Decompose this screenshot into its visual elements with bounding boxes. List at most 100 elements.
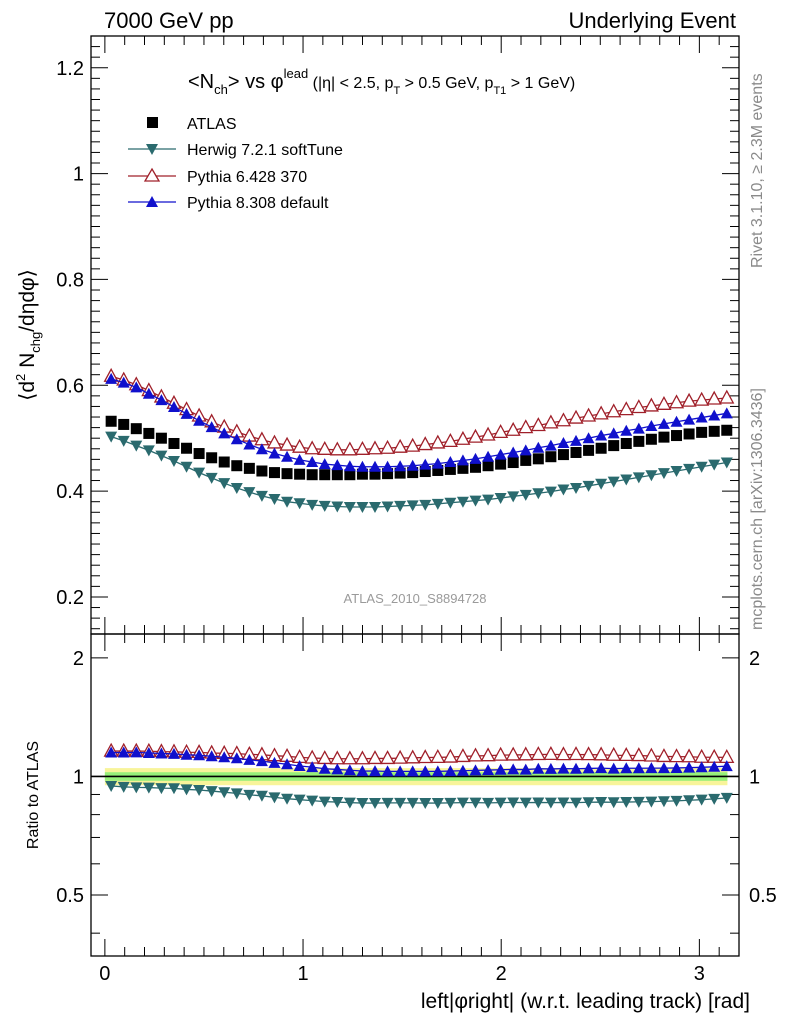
ratio-point-pythia8 <box>230 752 243 764</box>
ratio-point-pythia6 <box>668 748 685 763</box>
point-pythia8 <box>356 460 369 472</box>
point-atlas <box>407 467 419 479</box>
point-herwig <box>683 463 696 475</box>
ratio-point-pythia8 <box>657 762 670 774</box>
point-pythia8 <box>645 420 658 432</box>
point-atlas <box>671 430 683 442</box>
ratio-y-tick-label-right: 2 <box>749 648 760 670</box>
ratio-point-herwig <box>281 793 294 805</box>
ratio-point-pythia8 <box>293 760 306 772</box>
ratio-point-pythia8 <box>306 761 319 773</box>
point-pythia6 <box>292 438 308 453</box>
ratio-point-herwig <box>494 797 507 809</box>
ratio-point-pythia8 <box>444 765 457 777</box>
x-axis-label: left|φright| (w.r.t. leading track) [rad… <box>421 990 750 1013</box>
point-atlas <box>394 467 406 479</box>
ratio-point-pythia8 <box>645 762 658 774</box>
point-herwig <box>695 461 708 473</box>
ratio-point-herwig <box>708 793 721 805</box>
point-pythia8 <box>708 409 721 421</box>
ratio-point-herwig <box>394 797 407 809</box>
point-pythia6 <box>505 421 521 436</box>
point-atlas <box>432 464 444 476</box>
point-pythia6 <box>367 440 383 455</box>
point-pythia8 <box>343 460 356 472</box>
ratio-point-herwig <box>205 786 218 798</box>
point-atlas <box>181 442 193 454</box>
point-pythia8 <box>142 387 155 399</box>
point-pythia8 <box>255 443 268 455</box>
ratio-point-pythia8 <box>381 765 394 777</box>
point-herwig <box>343 501 356 513</box>
ratio-point-pythia8 <box>557 762 570 774</box>
point-pythia8 <box>720 407 733 419</box>
main-series-group <box>103 367 735 513</box>
ratio-point-pythia8 <box>582 762 595 774</box>
ratio-point-pythia6 <box>329 750 345 765</box>
point-herwig <box>708 459 721 471</box>
point-pythia6 <box>681 392 697 407</box>
point-pythia8 <box>607 427 620 439</box>
point-pythia8 <box>469 452 482 464</box>
series-line-herwig <box>110 435 727 508</box>
ratio-y-axis-label: Ratio to ATLAS <box>25 741 42 849</box>
point-pythia6 <box>643 397 659 412</box>
point-pythia8 <box>331 459 344 471</box>
ratio-point-pythia8 <box>544 762 557 774</box>
ratio-point-pythia6 <box>606 746 622 761</box>
ratio-point-pythia6 <box>694 748 710 763</box>
point-pythia8 <box>406 459 419 471</box>
point-herwig <box>444 497 457 509</box>
ratio-point-herwig <box>218 787 231 799</box>
point-pythia6 <box>417 436 433 451</box>
ratio-series-group <box>103 742 735 810</box>
point-pythia6 <box>618 401 634 416</box>
main-y-tick-label: 0.4 <box>56 481 84 503</box>
ratio-y-tick-label-right: 0.5 <box>749 885 777 907</box>
point-herwig <box>507 491 520 503</box>
point-pythia6 <box>694 391 710 406</box>
ratio-point-pythia8 <box>117 746 130 758</box>
ratio-point-herwig <box>456 797 469 809</box>
legend-marker-pythia6 <box>143 167 161 182</box>
ratio-y-tick-label: 1 <box>73 766 84 788</box>
main-y-tick-label: 1 <box>73 164 84 186</box>
ratio-point-pythia6 <box>405 749 421 764</box>
header-right: Underlying Event <box>568 8 736 33</box>
ratio-point-pythia8 <box>343 764 356 776</box>
point-atlas <box>708 425 720 437</box>
point-atlas <box>294 468 306 480</box>
point-herwig <box>381 501 394 513</box>
point-atlas <box>696 426 708 438</box>
point-pythia8 <box>117 376 130 388</box>
ratio-point-pythia8 <box>368 765 381 777</box>
legend-marker-atlas <box>147 117 158 128</box>
point-pythia8 <box>570 434 583 446</box>
point-pythia6 <box>593 405 609 420</box>
ratio-point-pythia6 <box>367 750 383 765</box>
point-pythia6 <box>530 417 546 432</box>
ratio-point-herwig <box>268 792 281 804</box>
ratio-point-pythia8 <box>218 751 231 763</box>
ratio-point-herwig <box>306 795 319 807</box>
point-herwig <box>456 496 469 508</box>
point-atlas <box>507 457 519 469</box>
ratio-point-pythia8 <box>105 746 118 758</box>
mcplots-label: mcplots.cern.ch [arXiv:1306.3436] <box>749 388 766 630</box>
point-atlas <box>419 466 431 478</box>
ratio-point-pythia8 <box>268 756 281 768</box>
point-pythia8 <box>683 413 696 425</box>
point-pythia8 <box>444 456 457 468</box>
header-left: 7000 GeV pp <box>104 8 234 33</box>
point-pythia8 <box>381 460 394 472</box>
ratio-point-pythia6 <box>618 747 634 762</box>
point-herwig <box>632 472 645 484</box>
point-atlas <box>633 435 645 447</box>
ratio-point-herwig <box>720 792 733 804</box>
x-tick-label: 1 <box>297 963 308 985</box>
point-atlas <box>595 442 607 454</box>
ratio-point-pythia6 <box>505 746 521 761</box>
point-pythia8 <box>532 441 545 453</box>
point-pythia8 <box>105 372 118 384</box>
point-atlas <box>658 431 670 443</box>
